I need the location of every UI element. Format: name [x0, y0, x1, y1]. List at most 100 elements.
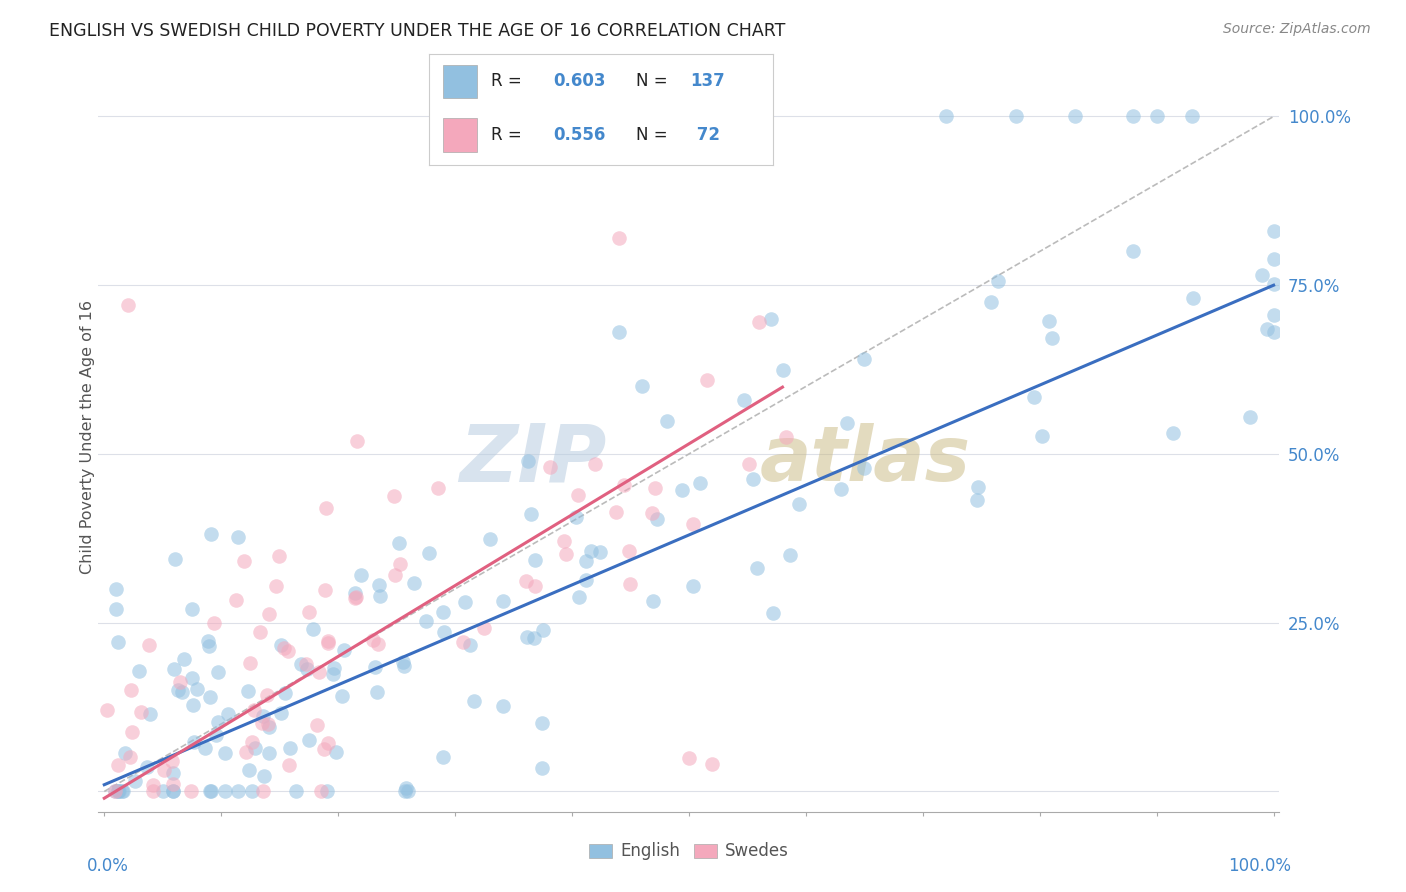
- Point: [202, 615, 225, 630]
- Point: [301, 622, 323, 636]
- Point: [741, 472, 763, 486]
- Point: [966, 492, 988, 507]
- Point: [617, 544, 640, 558]
- Point: [702, 757, 724, 772]
- Point: [1146, 110, 1168, 124]
- Point: [316, 634, 339, 648]
- Point: [169, 675, 191, 690]
- Point: [214, 746, 236, 760]
- Point: [162, 777, 184, 791]
- Point: [524, 552, 547, 566]
- Point: [555, 548, 578, 562]
- Point: [520, 507, 543, 521]
- Point: [180, 671, 202, 685]
- Point: [253, 769, 276, 783]
- Point: [775, 430, 797, 444]
- Point: [987, 274, 1010, 288]
- Point: [522, 631, 544, 645]
- Point: [394, 784, 416, 798]
- Point: [107, 784, 129, 798]
- Point: [935, 110, 957, 124]
- Point: [322, 667, 344, 681]
- Point: [492, 593, 515, 607]
- Point: [107, 784, 129, 798]
- Point: [761, 606, 783, 620]
- Point: [315, 784, 337, 798]
- Point: [163, 662, 186, 676]
- Point: [295, 657, 318, 672]
- Point: [205, 727, 228, 741]
- Point: [274, 686, 297, 700]
- Point: [278, 758, 301, 772]
- Text: ZIP: ZIP: [458, 420, 606, 499]
- Point: [314, 742, 336, 756]
- Point: [1161, 425, 1184, 440]
- Point: [516, 630, 538, 644]
- Point: [308, 665, 330, 680]
- Point: [671, 483, 693, 497]
- Point: [160, 755, 183, 769]
- Point: [225, 593, 247, 607]
- Point: [120, 682, 142, 697]
- Point: [631, 379, 654, 393]
- Point: [107, 758, 129, 772]
- Point: [180, 601, 202, 615]
- Point: [384, 568, 406, 582]
- Point: [613, 477, 636, 491]
- Point: [305, 718, 328, 732]
- Point: [396, 784, 419, 798]
- Point: [733, 392, 755, 407]
- Bar: [443, 119, 477, 152]
- Point: [415, 614, 437, 628]
- Point: [236, 684, 259, 698]
- Point: [214, 784, 236, 798]
- Point: [124, 774, 146, 789]
- Point: [346, 434, 368, 448]
- Point: [256, 688, 278, 702]
- Text: N =: N =: [636, 72, 672, 90]
- Point: [368, 589, 391, 603]
- Point: [117, 298, 139, 312]
- Point: [243, 703, 266, 717]
- Point: [531, 623, 554, 637]
- Point: [121, 725, 143, 739]
- Point: [682, 579, 704, 593]
- Point: [779, 548, 801, 562]
- Point: [747, 561, 769, 575]
- Point: [759, 312, 782, 326]
- Point: [142, 784, 165, 798]
- Point: [257, 607, 280, 622]
- Point: [128, 664, 150, 678]
- Point: [239, 656, 262, 670]
- Text: 72: 72: [690, 126, 720, 144]
- Point: [607, 231, 630, 245]
- Point: [388, 535, 411, 549]
- Point: [607, 326, 630, 340]
- Point: [290, 657, 312, 672]
- Text: 0.0%: 0.0%: [87, 856, 128, 875]
- Point: [284, 784, 307, 798]
- Point: [568, 591, 591, 605]
- Point: [270, 638, 292, 652]
- Point: [120, 749, 142, 764]
- Point: [644, 481, 666, 495]
- Text: 137: 137: [690, 72, 725, 90]
- Point: [738, 457, 761, 471]
- Point: [364, 660, 387, 674]
- Point: [277, 644, 299, 658]
- Point: [1005, 110, 1028, 124]
- Point: [1122, 110, 1144, 124]
- Point: [316, 636, 339, 650]
- Point: [267, 549, 290, 563]
- Point: [278, 741, 301, 756]
- Point: [515, 574, 537, 589]
- Point: [368, 578, 391, 592]
- Point: [538, 460, 561, 475]
- Point: [388, 557, 411, 571]
- Point: [129, 705, 152, 719]
- Point: [1239, 410, 1261, 425]
- Point: [104, 582, 127, 596]
- Point: [605, 505, 627, 519]
- Text: 100.0%: 100.0%: [1229, 856, 1291, 875]
- Point: [678, 750, 700, 764]
